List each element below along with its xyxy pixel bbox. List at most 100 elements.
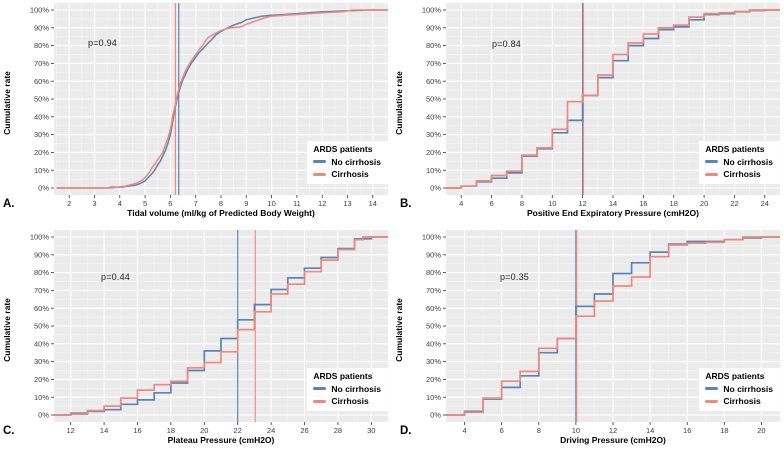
svg-text:8: 8: [537, 426, 541, 435]
p-value-label: p=0.44: [101, 272, 130, 282]
svg-text:100%: 100%: [422, 6, 442, 15]
svg-text:80%: 80%: [426, 268, 441, 277]
svg-text:12: 12: [318, 199, 326, 208]
svg-text:24: 24: [761, 199, 769, 208]
svg-text:18: 18: [670, 199, 678, 208]
chart-c-canvas: 12 14 16 18 20 22 24 26 28 30 0% 10% 20% 30% 40% 50% 60%…: [30, 230, 389, 435]
no-cirrhosis-line-swatch-icon: [705, 387, 719, 391]
cirrhosis-line-swatch-icon: [705, 400, 719, 404]
svg-text:80%: 80%: [34, 41, 49, 50]
svg-text:18: 18: [167, 426, 175, 435]
svg-text:90%: 90%: [426, 23, 441, 32]
legend: ARDS patients No cirrhosis Cirrhosis: [699, 141, 780, 184]
svg-text:9: 9: [244, 199, 248, 208]
svg-text:90%: 90%: [426, 250, 441, 259]
legend: ARDS patients No cirrhosis Cirrhosis: [699, 368, 780, 411]
legend-title: ARDS patients: [705, 371, 765, 381]
svg-text:10%: 10%: [426, 393, 441, 402]
svg-text:3: 3: [92, 199, 96, 208]
legend-title: ARDS patients: [313, 144, 373, 154]
svg-text:14: 14: [369, 199, 377, 208]
svg-text:100%: 100%: [422, 233, 442, 242]
cirrhosis-line-swatch-icon: [313, 173, 327, 177]
svg-text:20%: 20%: [34, 148, 49, 157]
svg-text:4: 4: [459, 199, 463, 208]
svg-text:70%: 70%: [34, 59, 49, 68]
svg-text:10: 10: [267, 199, 275, 208]
svg-text:16: 16: [683, 426, 691, 435]
panel-a-tidal-volume: 2 3 4 5 6 7 8 9 10 11 12 13 14 0% 10% 20% 30% 40% 50% 60% 70…: [0, 0, 392, 227]
panel-c-plateau-pressure: 12 14 16 18 20 22 24 26 28 30 0% 10% 20% 30% 40% 50% 60%…: [0, 227, 392, 454]
svg-text:70%: 70%: [34, 286, 49, 295]
legend-item-no-cirrhosis: No cirrhosis: [313, 157, 381, 168]
svg-text:20%: 20%: [34, 375, 49, 384]
svg-text:0%: 0%: [38, 411, 49, 420]
svg-text:10: 10: [548, 199, 556, 208]
no-cirrhosis-line-swatch-icon: [705, 160, 719, 164]
svg-text:50%: 50%: [34, 322, 49, 331]
x-axis-title: Driving Pressure (cmH2O): [560, 435, 666, 445]
svg-text:10%: 10%: [34, 166, 49, 175]
panel-d-driving-pressure: 4 6 8 10 12 14 16 18 20 0% 10% 20% 30% 40% 50% 60% 70% 80…: [392, 227, 784, 454]
legend-item-no-cirrhosis: No cirrhosis: [705, 157, 773, 168]
svg-text:26: 26: [300, 426, 308, 435]
svg-text:20%: 20%: [426, 148, 441, 157]
svg-text:90%: 90%: [34, 250, 49, 259]
svg-text:50%: 50%: [34, 95, 49, 104]
svg-text:10%: 10%: [426, 166, 441, 175]
svg-text:22: 22: [730, 199, 738, 208]
svg-text:10%: 10%: [34, 393, 49, 402]
svg-text:70%: 70%: [426, 59, 441, 68]
svg-text:100%: 100%: [30, 233, 50, 242]
panel-letter: C.: [3, 425, 15, 437]
svg-text:90%: 90%: [34, 23, 49, 32]
svg-text:24: 24: [267, 426, 275, 435]
cirrhosis-line-swatch-icon: [313, 400, 327, 404]
svg-text:0%: 0%: [430, 411, 441, 420]
svg-text:7: 7: [194, 199, 198, 208]
svg-text:50%: 50%: [426, 322, 441, 331]
legend-item-label: Cirrhosis: [331, 396, 369, 407]
svg-text:2: 2: [67, 199, 71, 208]
svg-text:0%: 0%: [430, 184, 441, 193]
svg-text:6: 6: [500, 426, 504, 435]
svg-text:4: 4: [118, 199, 122, 208]
svg-text:100%: 100%: [30, 6, 50, 15]
svg-text:10: 10: [572, 426, 580, 435]
panel-letter: B.: [400, 198, 412, 210]
legend-item-cirrhosis: Cirrhosis: [705, 169, 773, 180]
legend-item-no-cirrhosis: No cirrhosis: [313, 384, 381, 395]
no-cirrhosis-line-swatch-icon: [313, 160, 327, 164]
legend-item-cirrhosis: Cirrhosis: [705, 396, 773, 407]
legend-item-label: Cirrhosis: [723, 396, 761, 407]
panel-letter: D.: [400, 425, 412, 437]
legend-item-label: Cirrhosis: [723, 169, 761, 180]
legend-item-label: No cirrhosis: [331, 156, 381, 167]
svg-text:6: 6: [168, 199, 172, 208]
svg-text:70%: 70%: [426, 286, 441, 295]
p-value-label: p=0.35: [500, 272, 529, 282]
svg-text:12: 12: [67, 426, 75, 435]
svg-text:14: 14: [646, 426, 654, 435]
legend-item-label: No cirrhosis: [723, 383, 773, 394]
legend-item-no-cirrhosis: No cirrhosis: [705, 384, 773, 395]
y-axis-title: Cumulative rate: [2, 71, 12, 135]
svg-text:20%: 20%: [426, 375, 441, 384]
svg-text:12: 12: [578, 199, 586, 208]
legend-item-cirrhosis: Cirrhosis: [313, 396, 381, 407]
svg-text:30%: 30%: [426, 130, 441, 139]
cirrhosis-line-swatch-icon: [705, 173, 719, 177]
x-axis-title: Plateau Pressure (cmH2O): [167, 435, 275, 445]
x-axis-title: Tidal volume (ml/kg of Predicted Body We…: [127, 208, 315, 218]
legend: ARDS patients No cirrhosis Cirrhosis: [307, 141, 388, 184]
svg-text:22: 22: [234, 426, 242, 435]
x-axis-title: Positive End Expiratory Pressure (cmH2O): [527, 208, 699, 218]
no-cirrhosis-line-swatch-icon: [313, 387, 327, 391]
panel-letter: A.: [3, 198, 15, 210]
y-axis-title: Cumulative rate: [394, 71, 404, 135]
svg-text:6: 6: [489, 199, 493, 208]
svg-text:40%: 40%: [426, 339, 441, 348]
svg-text:20: 20: [200, 426, 208, 435]
legend-title: ARDS patients: [705, 144, 765, 154]
svg-text:0%: 0%: [38, 184, 49, 193]
